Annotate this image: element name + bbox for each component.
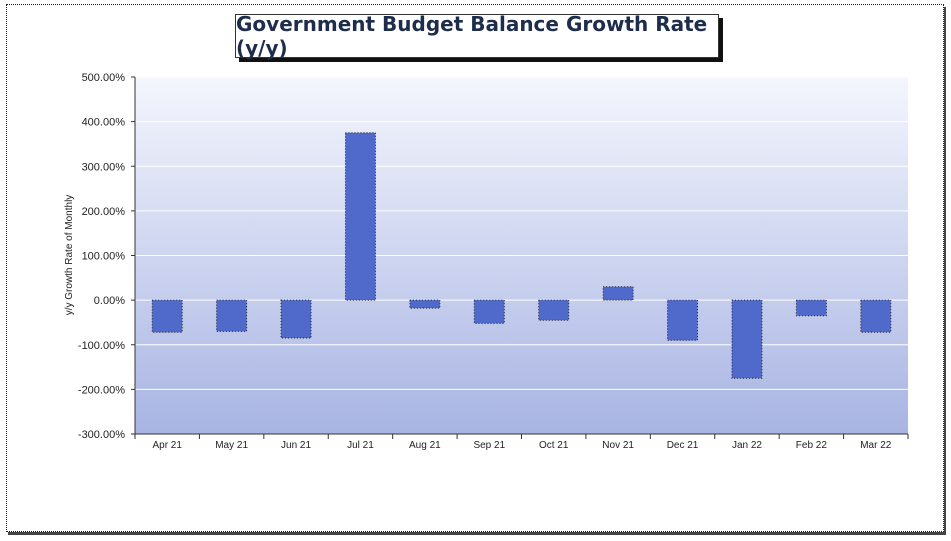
- gridlines: [131, 76, 908, 435]
- y-tick-label: -100.00%: [78, 340, 125, 352]
- bar: [344, 132, 376, 301]
- bar: [538, 299, 570, 321]
- y-tick-labels: 500.00% 400.00% 300.00% 200.00% 100.00% 0.00%…: [78, 72, 125, 441]
- bar: [602, 286, 634, 301]
- y-tick-label: 200.00%: [82, 206, 126, 218]
- x-tick-label: Aug 21: [409, 440, 441, 451]
- bar: [216, 299, 248, 332]
- x-tick-label: Dec 21: [667, 440, 699, 451]
- x-tick-label: Oct 21: [539, 440, 569, 451]
- axes: [134, 77, 909, 439]
- x-tick-label: Feb 22: [796, 440, 828, 451]
- x-tick-label: Jan 22: [732, 440, 762, 451]
- bars: [151, 132, 892, 379]
- bar: [731, 299, 763, 379]
- x-tick-label: Apr 21: [152, 440, 182, 451]
- x-tick-label: Jul 21: [347, 440, 374, 451]
- y-tick-label: 100.00%: [82, 251, 126, 263]
- x-tick-label: Jun 21: [281, 440, 311, 451]
- bar: [280, 299, 312, 339]
- bar: [409, 299, 441, 309]
- x-tick-label: May 21: [215, 440, 248, 451]
- y-tick-label: -300.00%: [78, 429, 125, 441]
- bar: [795, 299, 827, 317]
- x-tick-label: Nov 21: [602, 440, 634, 451]
- bar: [667, 299, 699, 341]
- x-tick-label: Mar 22: [860, 440, 892, 451]
- y-axis-label: y/y Growth Rate of Monthly: [64, 195, 75, 316]
- y-tick-label: 300.00%: [82, 161, 126, 173]
- x-tick-label: Sep 21: [473, 440, 505, 451]
- bar: [860, 299, 892, 333]
- chart-title-box: Government Budget Balance Growth Rate (y…: [235, 12, 719, 60]
- y-tick-label: 0.00%: [94, 295, 125, 307]
- bar: [473, 299, 505, 324]
- y-tick-label: 400.00%: [82, 117, 126, 129]
- y-tick-label: -200.00%: [78, 384, 125, 396]
- chart-title: Government Budget Balance Growth Rate (y…: [236, 12, 708, 60]
- bar: [151, 299, 183, 333]
- x-tick-labels: Apr 21 May 21 Jun 21 Jul 21 Aug 21 Sep 21 Oct …: [152, 440, 891, 451]
- y-axis-label-text: y/y Growth Rate of Monthly: [64, 195, 75, 316]
- y-tick-label: 500.00%: [82, 72, 126, 84]
